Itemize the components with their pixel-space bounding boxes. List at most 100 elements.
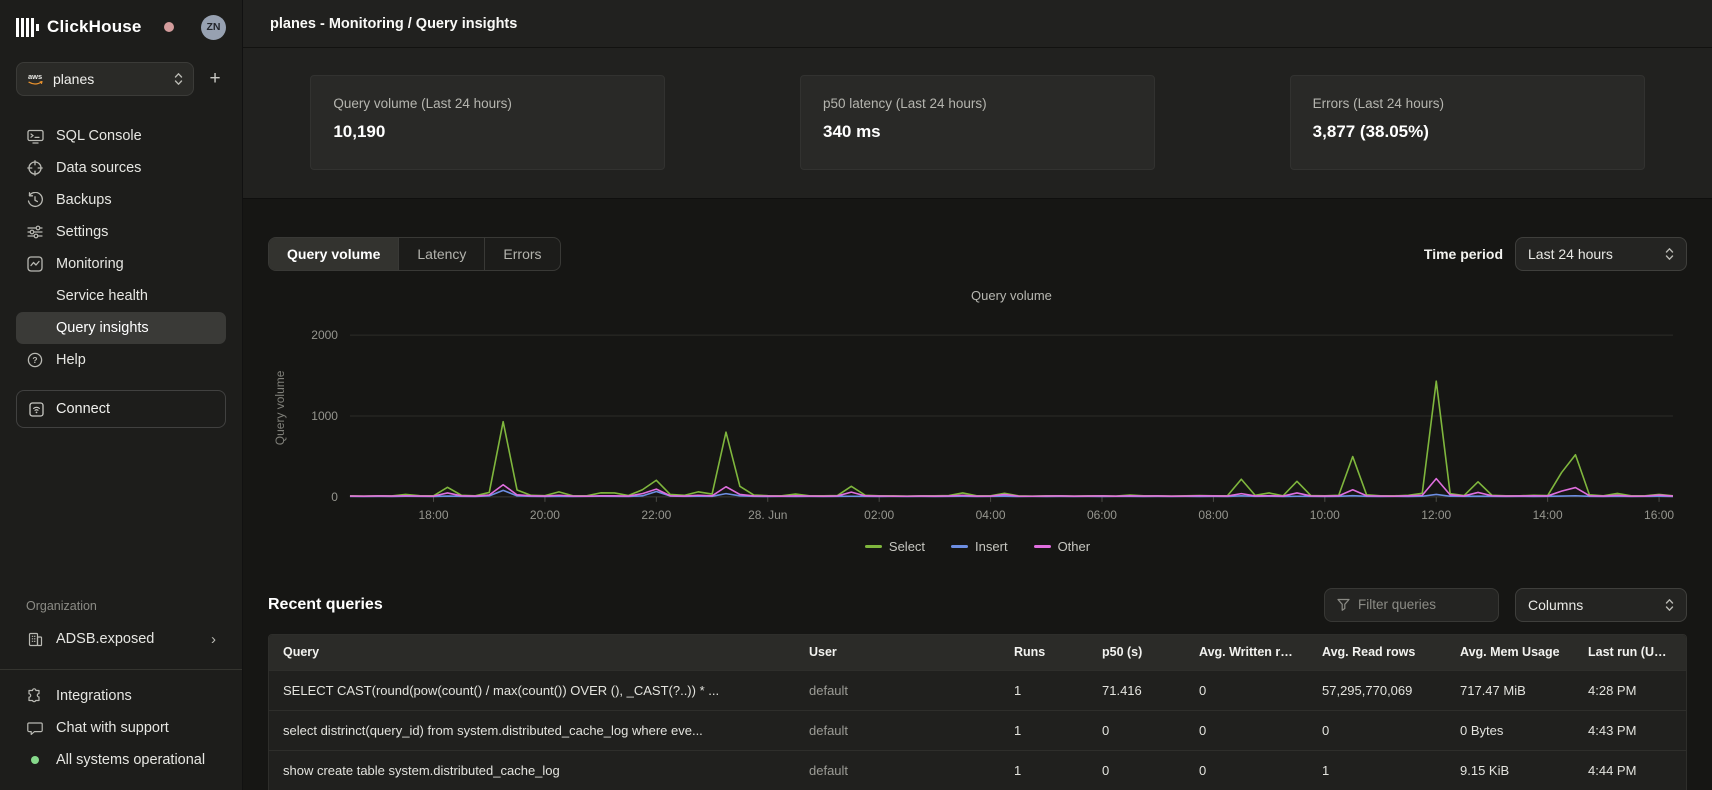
svg-text:?: ? — [32, 355, 37, 365]
table-body: SELECT CAST(round(pow(count() / max(coun… — [269, 670, 1686, 790]
column-header-last-run-utc-[interactable]: Last run (UTC)^ — [1574, 645, 1686, 659]
stat-label: p50 latency (Last 24 hours) — [823, 96, 1132, 111]
svg-text:14:00: 14:00 — [1533, 508, 1563, 522]
svg-text:2000: 2000 — [311, 328, 338, 342]
recent-queries-table: QueryUserRunsp50 (s)Avg. Written rowsAvg… — [268, 634, 1687, 790]
puzzle-icon — [26, 688, 44, 704]
sidebar-item-label: Chat with support — [56, 720, 169, 736]
table-cell: 717.47 MiB — [1446, 683, 1574, 698]
terminal-icon — [26, 129, 44, 144]
content: Query volume Latency Errors Time period … — [243, 199, 1712, 790]
legend-swatch — [1034, 545, 1051, 548]
table-cell: 71.416 — [1088, 683, 1185, 698]
table-cell: 0 — [1185, 763, 1308, 778]
table-row[interactable]: show create table system.distributed_cac… — [269, 750, 1686, 790]
sidebar-nav: SQL Console Data sources Backups Setting… — [16, 120, 226, 376]
table-row[interactable]: select distrinct(query_id) from system.d… — [269, 710, 1686, 750]
sidebar-item-integrations[interactable]: Integrations — [16, 680, 226, 712]
table-cell: 4:28 PM — [1574, 683, 1686, 698]
table-row[interactable]: SELECT CAST(round(pow(count() / max(coun… — [269, 670, 1686, 710]
columns-select[interactable]: Columns — [1515, 588, 1687, 622]
connect-button[interactable]: Connect — [16, 390, 226, 428]
page-header: planes - Monitoring / Query insights — [243, 0, 1712, 48]
sidebar-item-sql-console[interactable]: SQL Console — [16, 120, 226, 152]
column-header-avg-mem-usage[interactable]: Avg. Mem Usage — [1446, 645, 1574, 659]
svg-text:Query volume: Query volume — [971, 288, 1052, 303]
service-selector[interactable]: aws planes — [16, 62, 194, 96]
sliders-icon — [26, 225, 44, 239]
table-cell: default — [795, 683, 1000, 698]
page-title: planes - Monitoring / Query insights — [270, 16, 517, 32]
connect-label: Connect — [56, 401, 110, 417]
table-cell: show create table system.distributed_cac… — [269, 763, 795, 778]
sidebar-item-system-status[interactable]: All systems operational — [16, 744, 226, 776]
table-cell: 0 — [1088, 723, 1185, 738]
svg-text:28. Jun: 28. Jun — [748, 508, 787, 522]
svg-text:20:00: 20:00 — [530, 508, 560, 522]
sidebar-item-service-health[interactable]: Service health — [16, 280, 226, 312]
query-volume-chart[interactable]: Query volumeQuery volume01000200018:0020… — [268, 285, 1687, 537]
table-cell: default — [795, 723, 1000, 738]
sidebar-item-label: Help — [56, 352, 86, 368]
time-period-select[interactable]: Last 24 hours — [1515, 237, 1687, 271]
sidebar-item-organization[interactable]: ADSB.exposed › — [16, 623, 226, 655]
tab-errors[interactable]: Errors — [485, 238, 559, 270]
column-header-avg-written-rows[interactable]: Avg. Written rows — [1185, 645, 1308, 659]
sidebar: ClickHouse ZN aws planes + — [0, 0, 243, 790]
column-header-runs[interactable]: Runs — [1000, 645, 1088, 659]
svg-text:1000: 1000 — [311, 409, 338, 423]
svg-text:aws: aws — [28, 72, 42, 81]
svg-text:18:00: 18:00 — [419, 508, 449, 522]
connect-icon — [29, 402, 44, 417]
chart: Query volumeQuery volume01000200018:0020… — [268, 285, 1687, 554]
table-cell: 57,295,770,069 — [1308, 683, 1446, 698]
help-icon: ? — [26, 352, 44, 368]
stat-value: 10,190 — [333, 122, 642, 142]
svg-text:16:00: 16:00 — [1644, 508, 1674, 522]
tab-latency[interactable]: Latency — [399, 238, 485, 270]
stat-value: 3,877 (38.05%) — [1313, 122, 1622, 142]
sidebar-item-label: Settings — [56, 224, 108, 240]
legend-swatch — [865, 545, 882, 548]
sort-asc-icon: ^ — [1680, 648, 1686, 659]
sidebar-item-backups[interactable]: Backups — [16, 184, 226, 216]
service-name: planes — [53, 71, 165, 87]
stat-value: 340 ms — [823, 122, 1132, 142]
sidebar-item-label: SQL Console — [56, 128, 142, 144]
tab-query-volume[interactable]: Query volume — [269, 238, 399, 270]
column-header-avg-read-rows[interactable]: Avg. Read rows — [1308, 645, 1446, 659]
legend-item-insert[interactable]: Insert — [951, 539, 1008, 554]
sidebar-item-label: Backups — [56, 192, 112, 208]
filter-queries-input[interactable] — [1358, 597, 1473, 612]
filter-queries-box[interactable] — [1324, 588, 1499, 622]
app-root: ClickHouse ZN aws planes + — [0, 0, 1712, 790]
svg-text:0: 0 — [331, 490, 338, 504]
stat-label: Query volume (Last 24 hours) — [333, 96, 642, 111]
column-header-p50-s-[interactable]: p50 (s) — [1088, 645, 1185, 659]
sidebar-item-chat-support[interactable]: Chat with support — [16, 712, 226, 744]
sidebar-item-settings[interactable]: Settings — [16, 216, 226, 248]
svg-text:04:00: 04:00 — [976, 508, 1006, 522]
sidebar-item-help[interactable]: ? Help — [16, 344, 226, 376]
sidebar-item-query-insights[interactable]: Query insights — [16, 312, 226, 344]
brand-name[interactable]: ClickHouse — [47, 17, 142, 37]
table-cell: 4:43 PM — [1574, 723, 1686, 738]
sidebar-divider — [0, 669, 242, 670]
column-header-user[interactable]: User — [795, 645, 1000, 659]
status-ok-icon — [26, 756, 44, 764]
sidebar-item-monitoring[interactable]: Monitoring — [16, 248, 226, 280]
sidebar-item-data-sources[interactable]: Data sources — [16, 152, 226, 184]
clickhouse-logo-icon[interactable] — [16, 17, 39, 37]
stat-label: Errors (Last 24 hours) — [1313, 96, 1622, 111]
legend-item-other[interactable]: Other — [1034, 539, 1091, 554]
column-header-query[interactable]: Query — [269, 645, 795, 659]
add-service-button[interactable]: + — [204, 68, 226, 90]
sidebar-header: ClickHouse ZN — [16, 12, 226, 42]
avatar[interactable]: ZN — [201, 15, 226, 40]
legend-item-select[interactable]: Select — [865, 539, 925, 554]
tabs-row: Query volume Latency Errors Time period … — [268, 237, 1687, 271]
legend-label: Insert — [975, 539, 1008, 554]
table-header-row: QueryUserRunsp50 (s)Avg. Written rowsAvg… — [269, 635, 1686, 670]
funnel-icon — [1337, 598, 1350, 611]
table-cell: 1 — [1308, 763, 1446, 778]
